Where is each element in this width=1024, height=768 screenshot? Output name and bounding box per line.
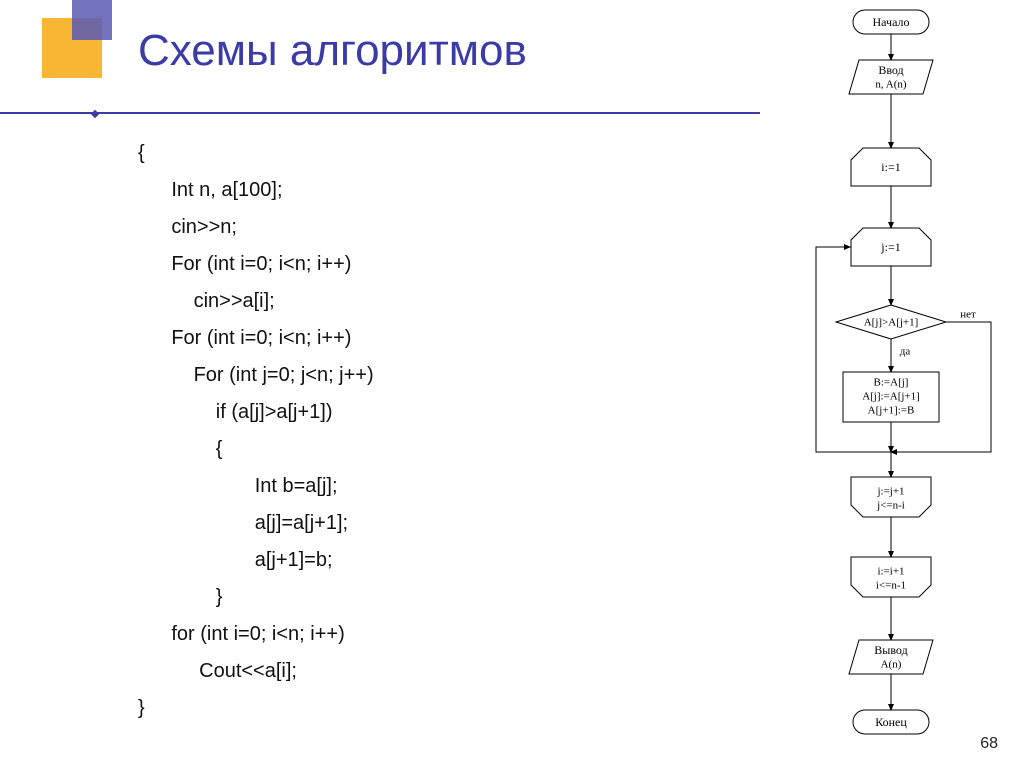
- svg-text:Вывод: Вывод: [874, 643, 907, 657]
- code-listing: { Int n, a[100]; cin>>n; For (int i=0; i…: [138, 135, 374, 727]
- svg-text:i:=1: i:=1: [881, 160, 900, 174]
- svg-text:A[j]:=A[j+1]: A[j]:=A[j+1]: [862, 391, 920, 403]
- svg-text:B:=A[j]: B:=A[j]: [874, 377, 909, 389]
- svg-text:A[j+1]:=B: A[j+1]:=B: [868, 405, 915, 417]
- svg-text:Ввод: Ввод: [878, 63, 903, 77]
- algorithm-flowchart: Начало Ввод n, A(n) i:=1 j:=1 A[j]>A[j+1] B:=A…: [766, 2, 1016, 762]
- svg-text:j:=1: j:=1: [880, 240, 900, 254]
- title-underline: [0, 112, 760, 114]
- deco-accent-square-small: [72, 0, 112, 40]
- page-number: 68: [980, 735, 998, 753]
- svg-text:i:=i+1: i:=i+1: [877, 566, 904, 578]
- svg-text:Конец: Конец: [875, 715, 907, 729]
- slide-title: Схемы алгоритмов: [138, 26, 527, 76]
- svg-text:да: да: [900, 346, 911, 358]
- svg-text:A(n): A(n): [881, 659, 902, 671]
- svg-text:j<=n-i: j<=n-i: [876, 500, 905, 512]
- svg-text:j:=j+1: j:=j+1: [876, 486, 904, 498]
- svg-text:i<=n-1: i<=n-1: [876, 580, 906, 592]
- svg-text:Начало: Начало: [873, 15, 910, 29]
- svg-text:n, A(n): n, A(n): [875, 79, 907, 91]
- svg-text:A[j]>A[j+1]: A[j]>A[j+1]: [864, 317, 919, 329]
- svg-text:нет: нет: [960, 309, 976, 321]
